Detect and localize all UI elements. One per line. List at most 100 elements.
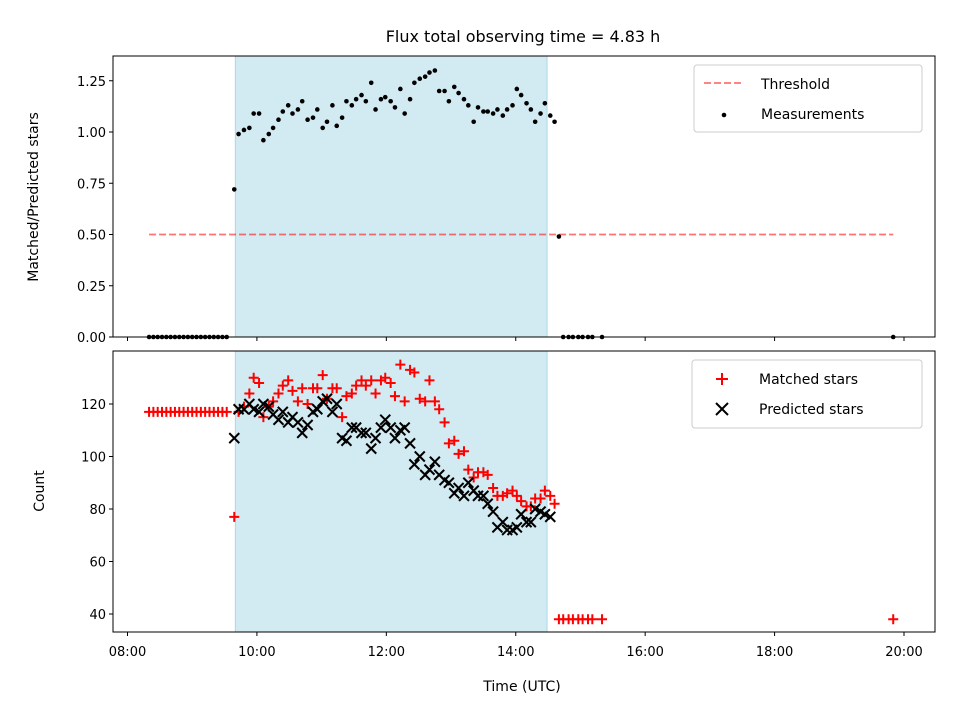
matched-star-point — [287, 385, 298, 396]
predicted-star-point — [384, 421, 397, 434]
measurement-point — [378, 96, 384, 102]
matched-star-point — [458, 446, 469, 457]
matched-star-point — [360, 380, 371, 391]
measurement-point — [556, 234, 562, 239]
matched-star-point — [539, 485, 550, 496]
measurement-point — [552, 119, 557, 125]
predicted-star-point — [340, 435, 353, 447]
measurement-point — [320, 125, 326, 131]
measurement-point — [590, 334, 595, 340]
x-tick-label: 20:00 — [885, 645, 922, 660]
measurement-point — [456, 90, 461, 96]
measurement-point — [412, 80, 417, 86]
measurement-point — [241, 127, 247, 133]
matched-star-point — [502, 488, 513, 499]
y-tick-label: 120 — [81, 398, 106, 413]
y-axis-label: Matched/Predicted stars — [26, 112, 42, 282]
predicted-star-point — [511, 521, 523, 534]
measurement-point — [276, 117, 281, 122]
matched-star-point — [292, 396, 303, 407]
legend-matched-label: Matched stars — [759, 372, 858, 388]
predicted-star-point — [369, 432, 382, 444]
top-panel: 0.00 0.25 0.50 0.75 1.00 1.25 Matched/Predicte… — [26, 55, 936, 346]
measurement-point — [146, 334, 152, 340]
measurement-point — [465, 103, 471, 108]
x-tick-label: 16:00 — [626, 645, 663, 660]
measurement-point — [220, 334, 225, 340]
legend-measurements-label: Measurements — [761, 107, 864, 123]
y-tick-label: 0.25 — [77, 280, 106, 295]
matched-star-point — [380, 372, 391, 383]
matched-star-point — [516, 496, 527, 507]
measurement-point — [151, 334, 156, 340]
measurement-point — [305, 117, 310, 122]
matched-star-point — [482, 469, 493, 480]
measurement-point — [368, 80, 374, 86]
measurement-point — [382, 94, 388, 100]
measurement-point — [198, 334, 204, 340]
measurement-point — [176, 334, 182, 340]
predicted-star-point — [487, 505, 499, 518]
legend: Matched stars Predicted stars — [691, 359, 923, 429]
predicted-star-point — [365, 442, 377, 455]
predicted-star-point — [408, 458, 421, 471]
y-axis-label: Count — [32, 470, 48, 512]
measurement-point — [518, 92, 524, 98]
measurement-point — [185, 334, 191, 340]
legend-threshold-label: Threshold — [760, 77, 830, 93]
matched-star-point — [424, 375, 435, 386]
predicted-star-point — [520, 516, 533, 528]
measurement-point — [373, 107, 378, 112]
matched-star-point — [453, 448, 464, 459]
measurement-point — [236, 131, 241, 137]
measurement-point — [570, 334, 576, 340]
measurement-point — [189, 334, 195, 340]
measurement-point — [202, 334, 208, 340]
matched-star-point — [587, 614, 598, 625]
measurement-point — [538, 111, 543, 116]
predicted-star-point — [292, 416, 304, 429]
measurement-point — [599, 334, 605, 340]
matched-star-point — [337, 412, 348, 423]
measurement-point — [890, 334, 896, 340]
matched-star-point — [549, 498, 560, 509]
measurement-point — [344, 98, 349, 104]
measurement-point — [295, 107, 301, 112]
bottom-panel: 40 60 80 100 120 08:00 10:00 12:00 14:00 16:00 18:… — [32, 350, 936, 695]
predicted-star-point — [375, 421, 387, 434]
legend-predicted-swatch — [715, 402, 729, 416]
measurement-point — [481, 109, 486, 114]
measurement-point — [261, 137, 266, 143]
measurement-point — [446, 98, 452, 104]
legend-matched-swatch — [716, 373, 728, 385]
predicted-star-point — [253, 406, 265, 418]
x-axis-label: Time (UTC) — [482, 679, 560, 695]
predicted-star-point — [414, 450, 426, 463]
measurement-point — [315, 107, 320, 112]
measurement-point — [224, 334, 230, 340]
matched-star-point — [389, 391, 400, 402]
measurement-point — [363, 98, 369, 104]
matched-star-point — [463, 464, 474, 475]
measurement-point — [290, 111, 295, 116]
predicted-star-point — [346, 421, 358, 434]
matched-star-point — [317, 370, 328, 381]
measurement-point — [280, 109, 286, 114]
matched-star-point — [434, 404, 445, 415]
predicted-star-point — [379, 414, 391, 426]
matched-star-point — [221, 406, 232, 417]
predicted-star-point — [355, 427, 368, 439]
legend-box — [691, 359, 923, 429]
predicted-star-point — [326, 406, 339, 418]
matched-star-point — [420, 396, 431, 407]
measurement-point — [485, 109, 491, 114]
matched-star-point — [488, 483, 499, 493]
measurement-point — [392, 105, 398, 110]
measurement-point — [398, 86, 403, 92]
measurement-point — [207, 334, 212, 340]
matched-star-point — [399, 396, 410, 407]
predicted-star-point — [360, 427, 372, 439]
matched-star-point — [888, 614, 899, 625]
chart-title: Flux total observing time = 4.83 h — [386, 27, 661, 46]
predicted-star-point — [321, 393, 333, 405]
